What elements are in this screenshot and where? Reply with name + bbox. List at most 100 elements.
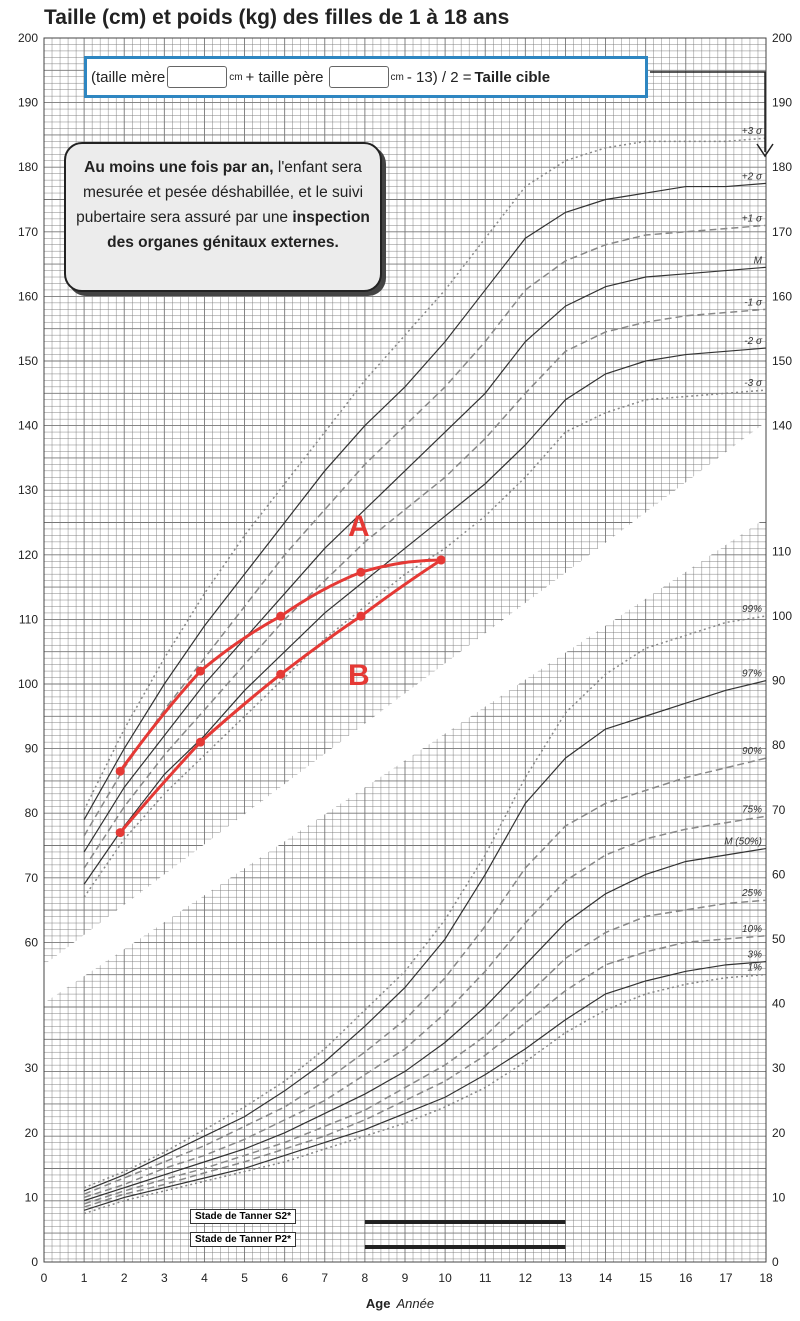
weight-curve-label: 1%	[748, 963, 763, 974]
x-tick-label: 8	[362, 1271, 369, 1285]
height-y-tick-left: 190	[18, 96, 38, 110]
weight-curve	[83, 973, 766, 1215]
height-curve-label: -3 σ	[744, 378, 763, 389]
patient-point-A	[356, 567, 366, 577]
height-y-tick-left: 150	[18, 354, 38, 368]
height-y-tick-left: 110	[19, 612, 38, 626]
mother-height-field[interactable]	[167, 66, 228, 88]
x-axis-label: Age Année	[0, 1296, 800, 1311]
x-tick-label: 9	[402, 1271, 409, 1285]
weight-y-tick-left: 30	[25, 1061, 39, 1075]
tanner-p2-label: Stade de Tanner P2*	[190, 1232, 296, 1247]
height-curve	[83, 347, 766, 885]
height-y-tick-right: 170	[772, 225, 792, 239]
x-tick-label: 14	[599, 1271, 613, 1285]
x-tick-label: 4	[201, 1271, 208, 1285]
weight-curve-label: 3%	[748, 950, 763, 961]
height-curve-label: M	[754, 255, 763, 266]
formula-text-1: (taille mère	[91, 68, 166, 86]
height-y-tick-left: 120	[18, 548, 38, 562]
height-y-tick-left: 90	[25, 742, 39, 756]
x-tick-label: 11	[479, 1271, 492, 1285]
x-tick-label: 16	[679, 1271, 693, 1285]
height-curve-label: +1 σ	[742, 213, 763, 224]
patient-point-B	[356, 611, 366, 621]
weight-y-tick-right: 30	[772, 1061, 786, 1075]
height-curve	[83, 389, 766, 898]
height-curve	[83, 182, 766, 820]
weight-curve	[83, 847, 766, 1202]
height-y-tick-left: 160	[18, 289, 38, 303]
chart-title: Taille (cm) et poids (kg) des filles de …	[44, 6, 510, 29]
patient-point-B	[276, 669, 286, 679]
weight-y-tick-right: 100	[772, 609, 792, 623]
formula-result: Taille cible	[474, 68, 551, 86]
weight-curve	[83, 680, 766, 1192]
target-arrow	[650, 71, 766, 152]
weight-curve-label: 97%	[742, 669, 762, 680]
x-tick-label: 15	[639, 1271, 653, 1285]
note-text-1: l'enfant sera mesurée et pesée déshabill…	[76, 159, 364, 226]
x-tick-label: 3	[161, 1271, 168, 1285]
weight-y-tick-right: 90	[772, 674, 786, 688]
weight-curve-label: 99%	[742, 604, 762, 615]
height-curve-label: -1 σ	[744, 297, 763, 308]
height-y-tick-right: 190	[772, 96, 792, 110]
weight-y-tick-right: 20	[772, 1126, 786, 1140]
height-y-tick-right: 140	[772, 419, 792, 433]
tanner-s2-label: Stade de Tanner S2*	[190, 1209, 296, 1224]
chart-frame	[43, 37, 767, 1263]
weight-y-tick-right: 80	[772, 738, 786, 752]
patient-point-A	[276, 611, 286, 621]
patient-point-A	[115, 766, 125, 776]
weight-reference-curves	[83, 615, 766, 1215]
note-bold-2: inspection des organes génitaux externes…	[107, 209, 370, 251]
x-tick-label: 1	[81, 1271, 88, 1285]
weight-y-tick-right: 110	[772, 544, 791, 558]
note-bold-1: Au moins une fois par an,	[84, 159, 274, 176]
formula-text-3: - 13) / 2 =	[406, 68, 472, 86]
height-y-tick-left: 140	[18, 419, 38, 433]
weight-y-tick-left: 10	[25, 1190, 39, 1204]
x-tick-label: 13	[559, 1271, 573, 1285]
weight-curve-label: 90%	[742, 746, 762, 757]
height-y-tick-right: 150	[772, 354, 792, 368]
patient-label-B: B	[348, 659, 370, 692]
x-tick-label: 6	[281, 1271, 288, 1285]
target-height-formula: (taille mère cm + taille père cm - 13) /…	[84, 56, 648, 98]
weight-y-tick-right: 60	[772, 867, 786, 881]
height-y-tick-left: 170	[18, 225, 38, 239]
weight-curve	[83, 961, 766, 1211]
father-height-field[interactable]	[328, 66, 389, 88]
weight-curve-label: M (50%)	[724, 837, 762, 848]
weight-y-tick-left: 20	[25, 1126, 39, 1140]
patient-point-B	[115, 828, 125, 838]
height-y-tick-right: 160	[772, 289, 792, 303]
weight-curve	[83, 899, 766, 1205]
instruction-note: Au moins une fois par an, l'enfant sera …	[64, 142, 382, 292]
height-y-tick-left: 200	[18, 31, 38, 45]
patient-curve-B	[119, 558, 442, 834]
height-y-tick-left: 180	[18, 160, 38, 174]
x-axis-label-year: Année	[396, 1296, 435, 1311]
formula-unit-2: cm	[390, 71, 404, 83]
height-y-tick-left: 130	[18, 483, 38, 497]
weight-curve	[83, 757, 766, 1195]
weight-curve	[83, 935, 766, 1208]
x-tick-label: 18	[759, 1271, 773, 1285]
patient-label-A: A	[348, 510, 370, 543]
height-y-tick-left: 80	[25, 806, 39, 820]
patient-point-B	[436, 555, 446, 565]
x-tick-label: 0	[41, 1271, 48, 1285]
weight-curve-label: 75%	[742, 804, 762, 815]
x-tick-label: 5	[241, 1271, 248, 1285]
height-y-tick-left: 70	[25, 871, 39, 885]
height-y-tick-right: 200	[772, 31, 792, 45]
height-curve	[83, 308, 766, 869]
weight-y-tick-right: 10	[772, 1190, 786, 1204]
x-tick-label: 7	[321, 1271, 328, 1285]
height-curve-label: +2 σ	[742, 171, 763, 182]
height-curve-label: +3 σ	[742, 126, 763, 137]
formula-text-2: + taille père	[245, 68, 324, 86]
